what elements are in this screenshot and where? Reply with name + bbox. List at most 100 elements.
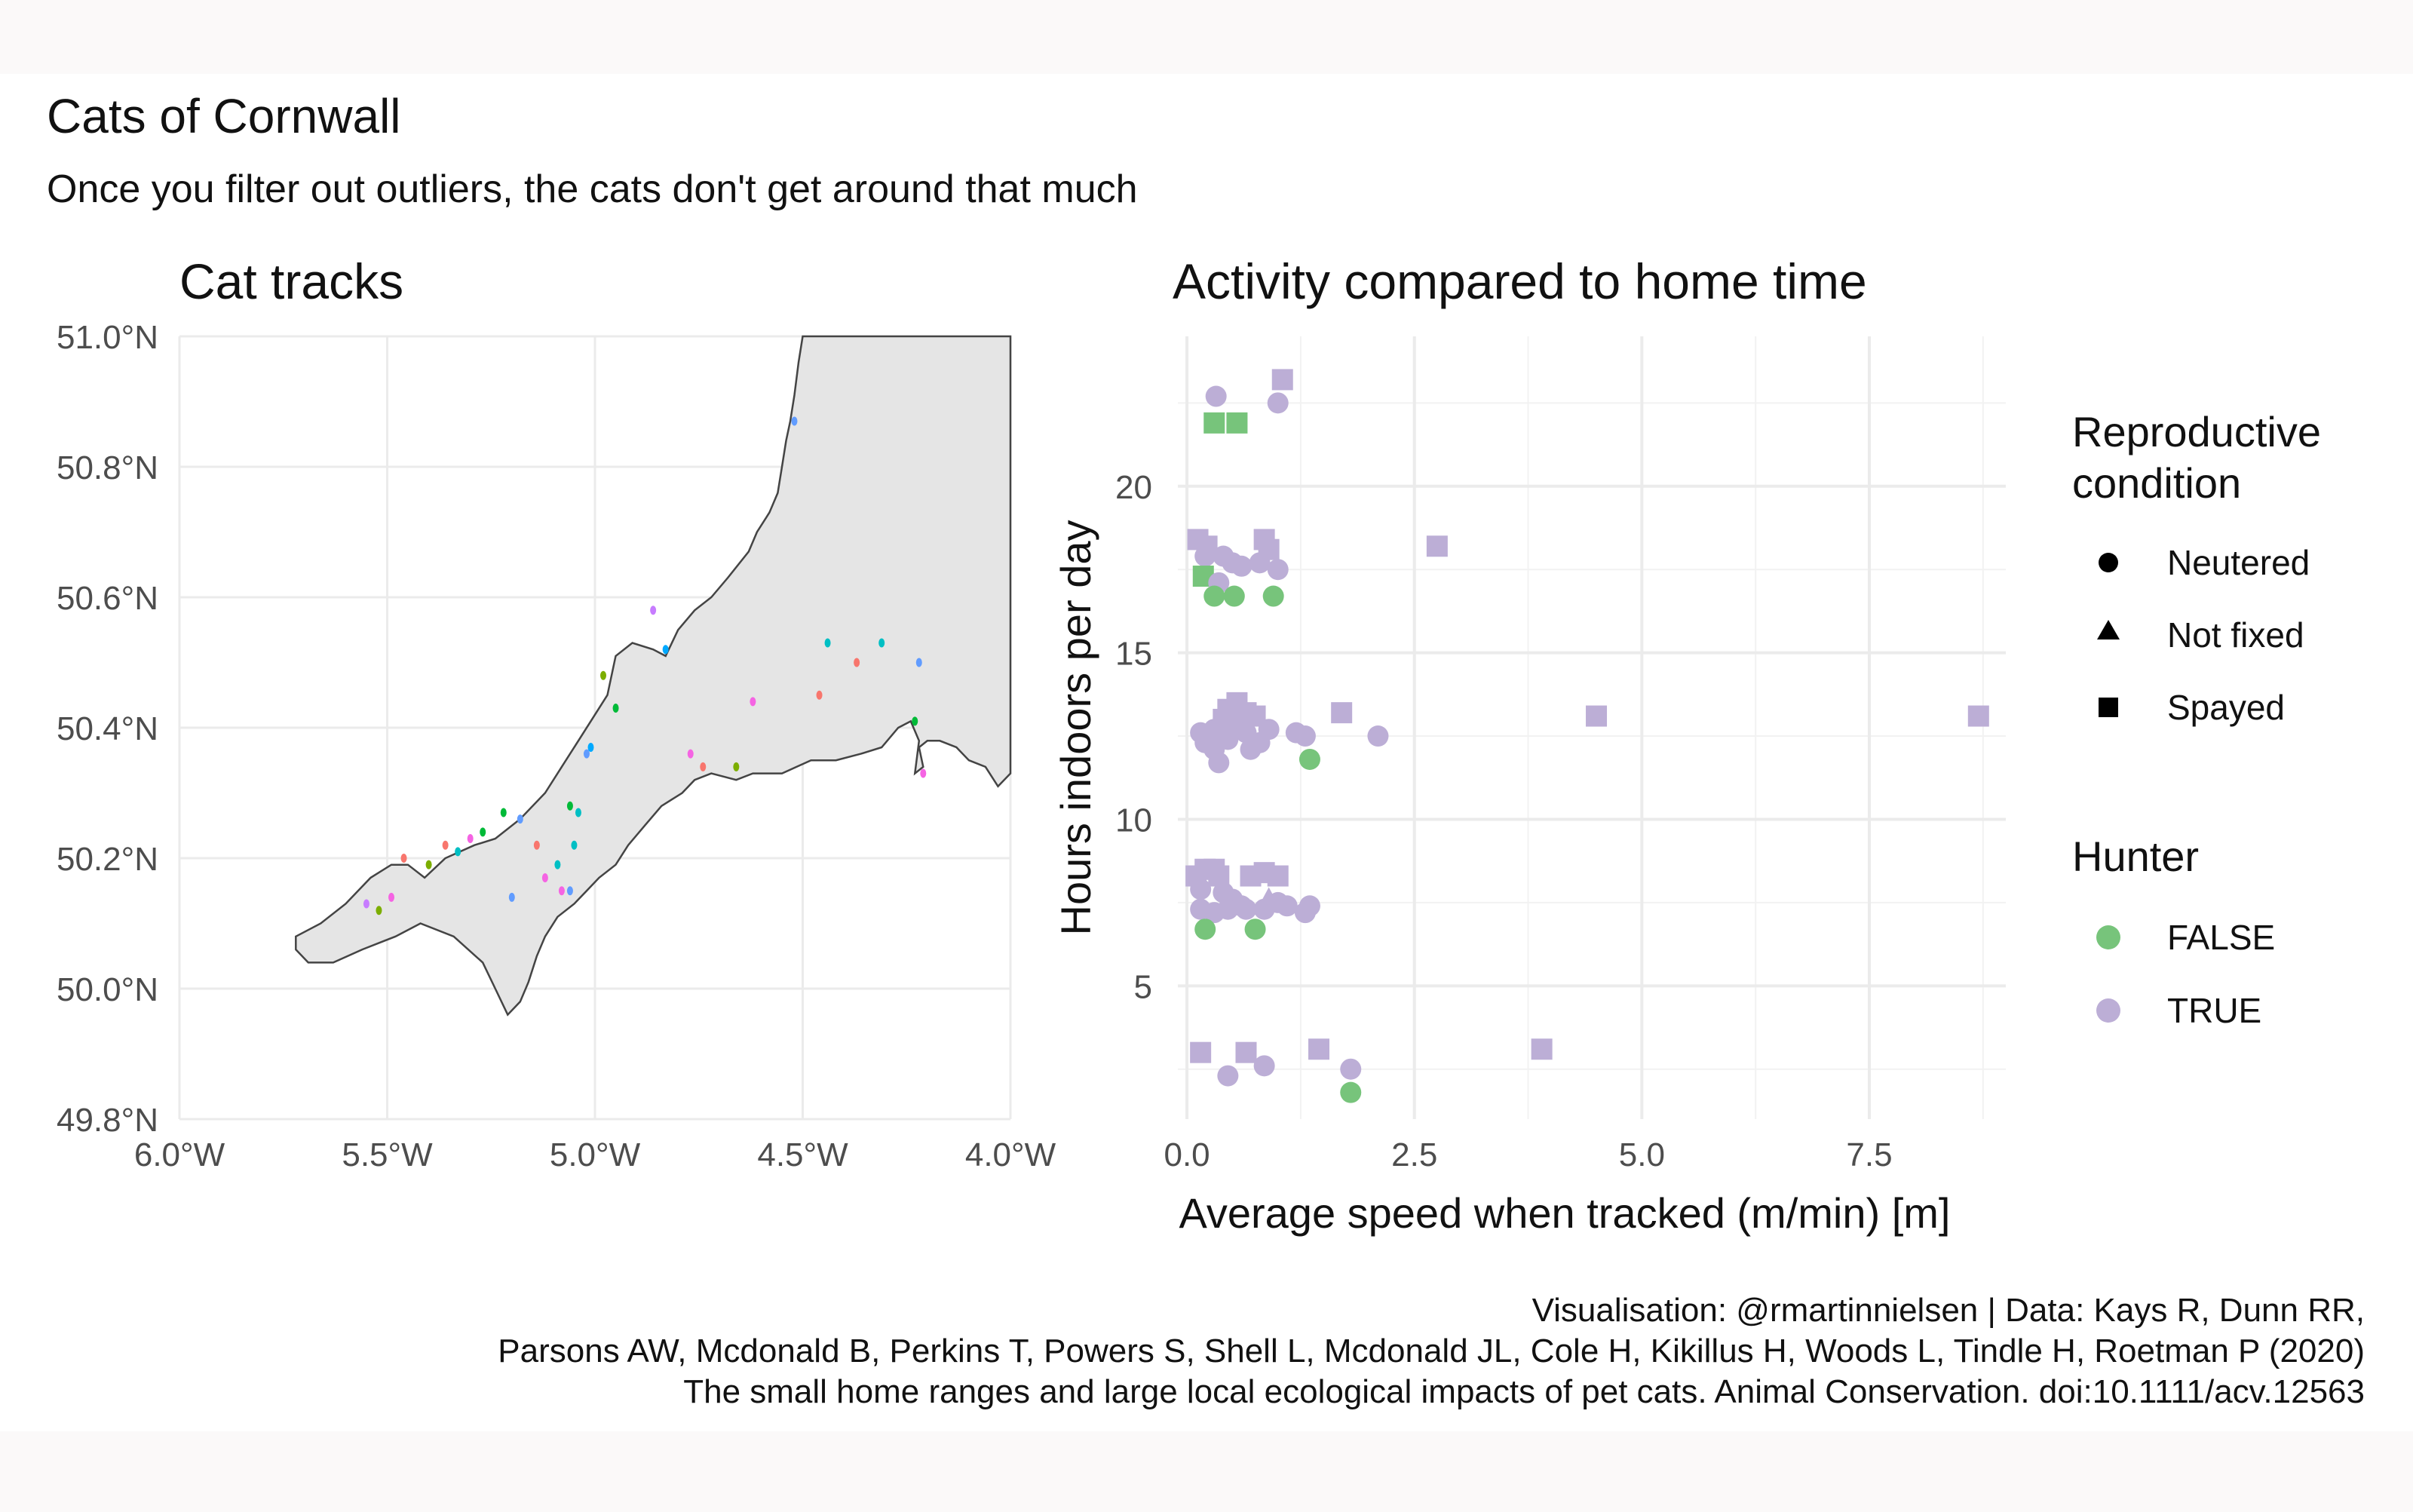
- map-track-point: [733, 762, 740, 771]
- map-track-point: [791, 416, 798, 426]
- map-track-point: [816, 690, 823, 700]
- legend-label-true: TRUE: [2167, 991, 2261, 1030]
- figure-title: Cats of Cornwall: [47, 89, 401, 143]
- map-y-tick-label: 50.0°N: [57, 971, 158, 1008]
- legend-label-spayed: Spayed: [2167, 688, 2285, 727]
- scatter-y-tick-label: 20: [1115, 469, 1152, 506]
- map-tracks: [363, 416, 927, 915]
- scatter-point: [1331, 702, 1353, 724]
- scatter-point: [1262, 585, 1284, 607]
- map-x-tick-label: 4.5°W: [757, 1136, 848, 1173]
- scatter-grid: [1178, 336, 2006, 1119]
- scatter-x-tick-labels: 0.0 2.5 5.0 7.5: [1164, 1136, 1892, 1173]
- map-track-point: [467, 834, 474, 844]
- scatter-point: [1203, 412, 1225, 434]
- scatter-point: [1253, 898, 1275, 920]
- caption-line: The small home ranges and large local ec…: [683, 1373, 2365, 1410]
- legend-hunter: Hunter FALSE TRUE: [2072, 833, 2275, 1030]
- map-title: Cat tracks: [179, 253, 403, 309]
- legend-key-false: [2096, 925, 2120, 949]
- map-track-point: [662, 645, 669, 655]
- legend-label-false: FALSE: [2167, 918, 2275, 957]
- scatter-point: [1217, 1065, 1239, 1087]
- legend-key-spayed: [2099, 698, 2118, 717]
- map-y-tick-label: 49.8°N: [57, 1102, 158, 1139]
- scatter-point: [1586, 705, 1608, 727]
- scatter-x-tick-label: 5.0: [1619, 1136, 1665, 1173]
- scatter-point: [1340, 1081, 1362, 1103]
- map-track-point: [533, 840, 540, 850]
- legend-title-line: condition: [2072, 459, 2241, 507]
- scatter-point: [1194, 919, 1216, 940]
- scatter-point: [1426, 535, 1448, 557]
- map-y-tick-label: 51.0°N: [57, 319, 158, 356]
- scatter-point: [1231, 555, 1252, 577]
- scatter-point: [1249, 552, 1271, 574]
- scatter-y-axis-label: Hours indoors per day: [1052, 520, 1099, 936]
- map-x-tick-label: 6.0°W: [134, 1136, 225, 1173]
- scatter-point: [1298, 895, 1320, 917]
- map-y-tick-label: 50.8°N: [57, 449, 158, 486]
- map-track-point: [388, 892, 395, 902]
- map-track-point: [750, 697, 756, 707]
- scatter-point: [1967, 705, 1989, 727]
- map-track-point: [854, 658, 860, 667]
- map-x-tick-label: 5.0°W: [550, 1136, 641, 1173]
- scatter-point: [1271, 369, 1293, 391]
- scatter-point: [1203, 585, 1225, 607]
- scatter-point: [1367, 725, 1389, 747]
- scatter-point: [1244, 919, 1266, 940]
- legend-key-true: [2096, 998, 2120, 1023]
- map-panel: Cat tracks 49.8°N 50.0°N 50.2°N 50.4°N 50.6°…: [57, 253, 1056, 1173]
- scatter-point: [1298, 748, 1320, 770]
- legend-title-line: Reproductive: [2072, 408, 2321, 455]
- scatter-point: [1205, 385, 1227, 407]
- map-track-point: [500, 808, 507, 817]
- map-track-point: [425, 860, 432, 869]
- scatter-point: [1190, 1041, 1212, 1063]
- map-y-tick-label: 50.6°N: [57, 580, 158, 617]
- map-track-point: [700, 762, 707, 771]
- map-track-point: [687, 749, 694, 759]
- map-track-point: [912, 716, 918, 726]
- scatter-point: [1253, 1055, 1275, 1077]
- scatter-x-tick-label: 2.5: [1391, 1136, 1437, 1173]
- scatter-point: [1294, 725, 1316, 747]
- map-track-point: [480, 827, 486, 837]
- map-track-point: [650, 606, 657, 615]
- map-track-point: [915, 658, 922, 667]
- map-y-tick-label: 50.2°N: [57, 841, 158, 878]
- legend-key-neutered: [2099, 553, 2118, 572]
- scatter-point: [1208, 752, 1230, 774]
- legend-key-not-fixed: [2097, 620, 2120, 639]
- map-y-tick-labels: 49.8°N 50.0°N 50.2°N 50.4°N 50.6°N 50.8°N 51.0…: [57, 319, 158, 1139]
- scatter-point: [1340, 1058, 1362, 1080]
- map-track-point: [455, 847, 461, 857]
- map-track-point: [566, 801, 573, 811]
- map-land: [295, 335, 1012, 1017]
- map-track-point: [508, 892, 515, 902]
- map-x-tick-labels: 6.0°W 5.5°W 5.0°W 4.5°W 4.0°W: [134, 1136, 1056, 1173]
- scatter-point: [1276, 895, 1298, 917]
- scatter-panel: Activity compared to home time 5 10 15 20 0…: [1052, 253, 2006, 1237]
- caption-line: Parsons AW, Mcdonald B, Perkins T, Power…: [498, 1333, 2365, 1369]
- scatter-point: [1249, 731, 1271, 753]
- map-track-point: [554, 860, 561, 869]
- legend-label-not-fixed: Not fixed: [2167, 615, 2304, 655]
- map-track-point: [558, 886, 565, 896]
- scatter-x-tick-label: 0.0: [1164, 1136, 1210, 1173]
- map-x-tick-label: 5.5°W: [342, 1136, 433, 1173]
- map-track-point: [541, 873, 548, 882]
- legend-title: Hunter: [2072, 833, 2199, 880]
- scatter-point: [1235, 1041, 1257, 1063]
- map-y-tick-label: 50.4°N: [57, 710, 158, 747]
- scatter-point: [1531, 1038, 1553, 1060]
- scatter-y-tick-labels: 5 10 15 20: [1115, 469, 1152, 1006]
- map-track-point: [566, 886, 573, 896]
- map-track-point: [575, 808, 581, 817]
- scatter-title: Activity compared to home time: [1173, 253, 1867, 309]
- map-track-point: [920, 768, 927, 778]
- map-track-point: [363, 899, 369, 909]
